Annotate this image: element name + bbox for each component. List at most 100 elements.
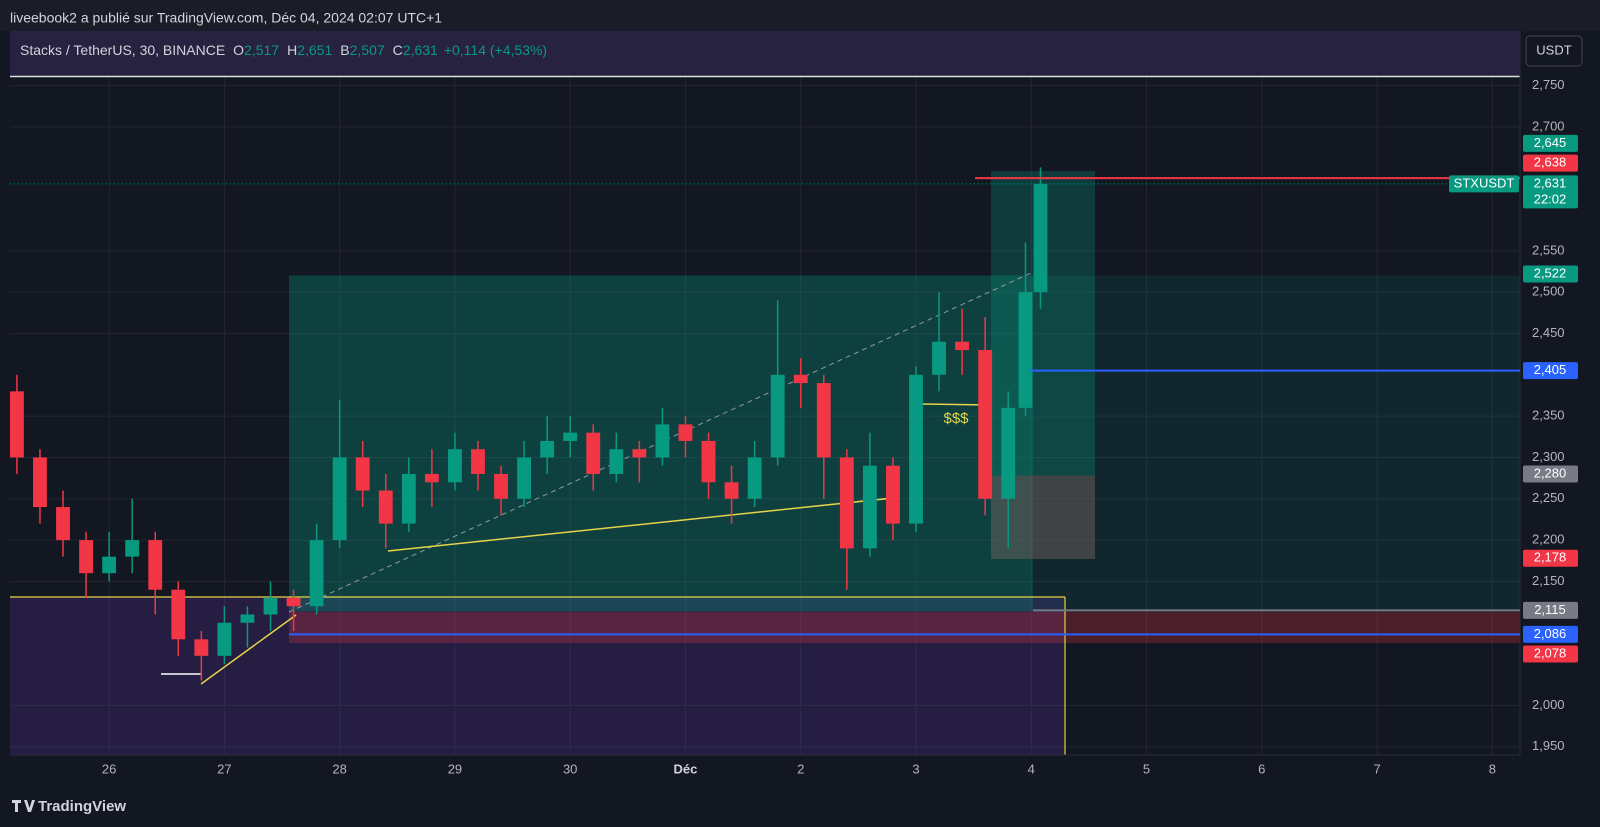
candle-body: [586, 432, 601, 474]
price-badge: [1523, 625, 1578, 643]
symbol-label: STXUSDT: [1454, 175, 1515, 190]
y-tick-label: 2,350: [1532, 408, 1565, 423]
trend-line: [387, 497, 894, 552]
candle-body: [1018, 292, 1033, 408]
currency-button[interactable]: [1525, 35, 1583, 67]
candle-body: [424, 473, 439, 483]
candle-body: [678, 424, 693, 441]
candle-body: [263, 597, 278, 615]
price-badge: [1523, 175, 1578, 209]
candle-body: [632, 449, 647, 458]
legend: Stacks / TetherUS, 30, BINANCE O2,517 H2,6…: [20, 42, 547, 58]
x-tick-label: 3: [912, 761, 919, 776]
y-tick-label: 2,450: [1532, 325, 1565, 340]
x-tick-label: 26: [102, 761, 116, 776]
price-label: 2,280: [1534, 465, 1567, 480]
legend-value: 2,651: [297, 42, 332, 58]
candle-body: [955, 341, 970, 351]
candle-body: [448, 449, 462, 483]
candle-body: [378, 490, 393, 524]
candle-body: [839, 457, 854, 549]
legend-key: C: [393, 42, 403, 58]
x-tick-label: 29: [448, 761, 462, 776]
candle-body: [517, 457, 532, 499]
candle-body: [724, 482, 739, 499]
x-tick-label: 8: [1489, 761, 1496, 776]
long-target-zone-ext: [1033, 275, 1520, 612]
price-label: 2,078: [1534, 645, 1567, 660]
price-label: 2,115: [1534, 602, 1566, 617]
candle-body: [816, 383, 831, 458]
candle-body: [194, 639, 209, 656]
price-label: 2,178: [1534, 550, 1567, 565]
price-label: 2,645: [1534, 135, 1567, 150]
zone-box: [10, 597, 1064, 755]
header-bar: [0, 0, 1600, 31]
y-tick-label: 2,200: [1532, 532, 1565, 547]
price-badge: [1523, 134, 1578, 152]
candle-body: [494, 473, 508, 499]
price-badge: [1523, 549, 1578, 567]
x-tick-label: 4: [1028, 761, 1035, 776]
legend-key: H: [287, 42, 297, 58]
candle-body: [747, 457, 762, 499]
legend-symbol: Stacks / TetherUS, 30, BINANCE: [20, 42, 225, 58]
legend-value: 2,631: [403, 42, 438, 58]
candle-body: [79, 540, 93, 574]
price-badge: [1523, 362, 1578, 380]
price-label: 2,631: [1534, 175, 1567, 190]
candle-body: [701, 440, 716, 483]
candle-body: [1033, 183, 1048, 293]
legend-change: +0,114 (+4,53%): [444, 42, 547, 58]
price-badge: [1523, 154, 1578, 172]
candle-body: [286, 597, 301, 607]
legend-key: B: [340, 42, 349, 58]
price-label: 2,405: [1534, 362, 1567, 377]
price-badge: [1523, 265, 1578, 283]
candle-body: [932, 341, 946, 375]
y-tick-label: 2,300: [1532, 449, 1565, 464]
candle-body: [148, 540, 163, 590]
candle-body: [10, 391, 24, 458]
y-tick-label: 2,150: [1532, 573, 1565, 588]
candle-body: [125, 540, 140, 557]
candle-body: [540, 440, 555, 458]
legend-key: O: [233, 42, 244, 58]
candle-body: [770, 374, 785, 458]
x-tick-label: 2: [797, 761, 804, 776]
x-tick-label: Déc: [674, 761, 698, 776]
x-tick-label: 5: [1143, 761, 1150, 776]
candle-body: [33, 457, 47, 508]
logo: [12, 800, 35, 812]
trend-line: [200, 614, 297, 685]
price-badge: [1523, 601, 1578, 619]
price-badge: [1523, 465, 1578, 483]
legend-value: 2,507: [350, 42, 385, 58]
annotation: $$$: [943, 410, 969, 427]
candle-body: [56, 507, 70, 541]
price-label: 2,086: [1534, 626, 1567, 641]
y-tick-label: 2,000: [1532, 697, 1565, 712]
candle-body: [886, 465, 900, 524]
price-badge: [1523, 645, 1578, 663]
candle-body: [102, 556, 117, 574]
x-tick-label: 6: [1258, 761, 1265, 776]
candle-body: [309, 540, 324, 607]
currency-label: USDT: [1536, 42, 1571, 57]
candle-body: [171, 589, 186, 640]
candle-body: [1001, 407, 1016, 499]
candle-body: [355, 457, 370, 491]
legend-value: 2,517: [244, 42, 279, 58]
axes: 1,950 2,000 2,150 2,200 2,250 2,300 2,350 2,450…: [102, 77, 1565, 776]
x-tick-label: 7: [1373, 761, 1380, 776]
candles: [10, 167, 1048, 681]
x-tick-label: 28: [332, 761, 346, 776]
brand: TradingView: [38, 798, 126, 815]
candle-body: [793, 374, 808, 384]
y-tick-label: 2,750: [1532, 77, 1565, 92]
candle-body: [909, 374, 923, 524]
candle-body: [655, 424, 670, 458]
